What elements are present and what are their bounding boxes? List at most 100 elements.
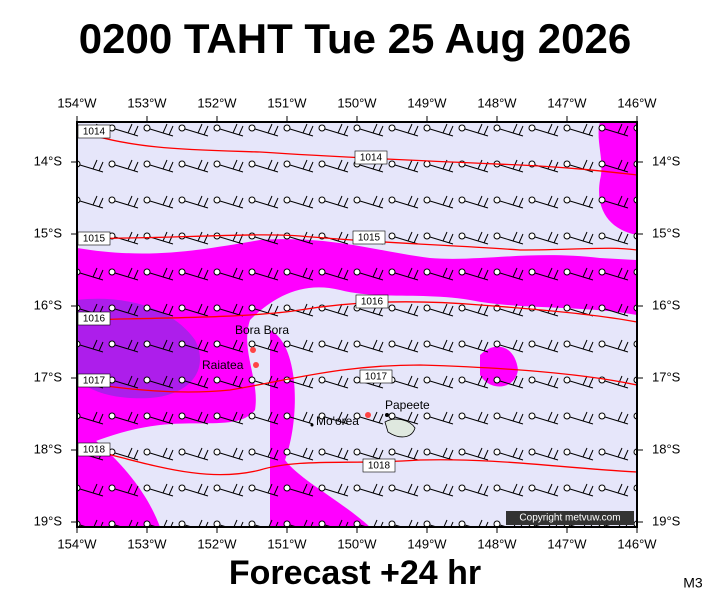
wind-barb xyxy=(640,340,663,352)
isobar-label-box xyxy=(352,230,386,245)
wind-barb xyxy=(324,339,349,353)
wind-barb xyxy=(143,412,151,420)
wind-barb xyxy=(640,412,663,424)
wind-barb xyxy=(640,268,663,280)
place-label: Mo'orea xyxy=(316,414,359,428)
wind-barb xyxy=(528,376,536,384)
wind-barb xyxy=(394,195,419,209)
wind-barb xyxy=(604,231,629,245)
wind-barb xyxy=(114,123,139,137)
wind-barb xyxy=(569,339,594,353)
wind-barb xyxy=(143,268,151,276)
wind-barb xyxy=(499,411,524,425)
lat-label: 18°S xyxy=(652,441,681,456)
wind-barb xyxy=(423,196,431,204)
wind-barb xyxy=(429,411,454,425)
wind-barb xyxy=(79,159,104,173)
wind-barb xyxy=(458,520,466,527)
wind-barb xyxy=(178,304,186,312)
wind-barb xyxy=(318,124,326,132)
wind-barb xyxy=(493,268,501,276)
wind-barb xyxy=(324,159,349,173)
wind-barb xyxy=(528,448,536,456)
wind-barb xyxy=(499,123,524,137)
wind-barb xyxy=(528,124,536,132)
wind-barb xyxy=(324,303,349,317)
wind-barb xyxy=(388,340,396,348)
wind-barb xyxy=(213,340,221,348)
wind-barb xyxy=(213,484,221,492)
wind-barb xyxy=(149,123,174,137)
lat-label: 14°S xyxy=(34,153,63,168)
wind-barb xyxy=(464,123,489,137)
wind-barb xyxy=(353,124,361,132)
wind-barb xyxy=(178,412,186,420)
wind-barb xyxy=(458,376,466,384)
wind-barb xyxy=(318,484,326,492)
wind-barb xyxy=(318,160,326,168)
wind-barb xyxy=(353,412,361,420)
copyright: Copyright metvuw.com xyxy=(519,513,620,524)
island xyxy=(384,418,416,438)
lon-label: 150°W xyxy=(337,536,377,551)
wind-barb xyxy=(458,448,466,456)
wind-barb xyxy=(248,448,256,456)
lat-label: 16°S xyxy=(34,297,63,312)
wind-barb xyxy=(563,232,571,240)
wind-barb xyxy=(318,376,326,384)
wind-barb xyxy=(149,447,174,461)
wind-barb xyxy=(458,232,466,240)
wind-barb xyxy=(108,520,116,527)
wind-barb xyxy=(388,232,396,240)
model-code: M3 xyxy=(683,575,703,591)
wind-barb xyxy=(114,483,139,497)
wind-barb xyxy=(359,339,384,353)
wind-barb xyxy=(178,520,186,527)
copyright-box xyxy=(506,511,634,525)
wind-barb xyxy=(534,231,559,245)
wind-barb xyxy=(178,124,186,132)
wind-barb xyxy=(318,340,326,348)
wind-band xyxy=(77,239,637,448)
wind-barb xyxy=(353,268,361,276)
wind-barb xyxy=(604,411,629,425)
wind-barb xyxy=(528,412,536,420)
wind-barb xyxy=(283,304,291,312)
wind-barb xyxy=(458,196,466,204)
wind-barb xyxy=(184,339,209,353)
lat-label: 17°S xyxy=(652,369,681,384)
island xyxy=(250,347,256,353)
isobar-label: 1017 xyxy=(83,376,106,387)
wind-barb xyxy=(178,160,186,168)
wind-barb xyxy=(429,375,454,389)
wind-barb xyxy=(149,303,174,317)
wind-barb xyxy=(604,159,629,173)
wind-barb xyxy=(598,484,606,492)
wind-barb xyxy=(423,484,431,492)
wind-barb xyxy=(353,340,361,348)
wind-barb xyxy=(289,159,314,173)
isobar-label-box xyxy=(354,150,388,165)
wind-barb xyxy=(394,123,419,137)
wind-barb xyxy=(640,196,663,208)
wind-barb xyxy=(429,339,454,353)
wind-barb xyxy=(178,376,186,384)
wind-barb xyxy=(569,123,594,137)
wind-barb xyxy=(563,304,571,312)
wind-barb xyxy=(534,123,559,137)
wind-barb xyxy=(534,195,559,209)
wind-barb xyxy=(219,195,244,209)
wind-barb xyxy=(184,375,209,389)
wind-barb xyxy=(254,195,279,209)
place-label: Papeete xyxy=(385,398,430,412)
isobar-label: 1015 xyxy=(83,234,106,245)
wind-barb xyxy=(464,411,489,425)
wind-barb xyxy=(423,268,431,276)
wind-barb xyxy=(289,483,314,497)
wind-barb xyxy=(254,483,279,497)
wind-barb xyxy=(563,376,571,384)
wind-barb xyxy=(423,448,431,456)
wind-barb xyxy=(289,123,314,137)
wind-barb xyxy=(464,231,489,245)
wind-barb xyxy=(388,304,396,312)
